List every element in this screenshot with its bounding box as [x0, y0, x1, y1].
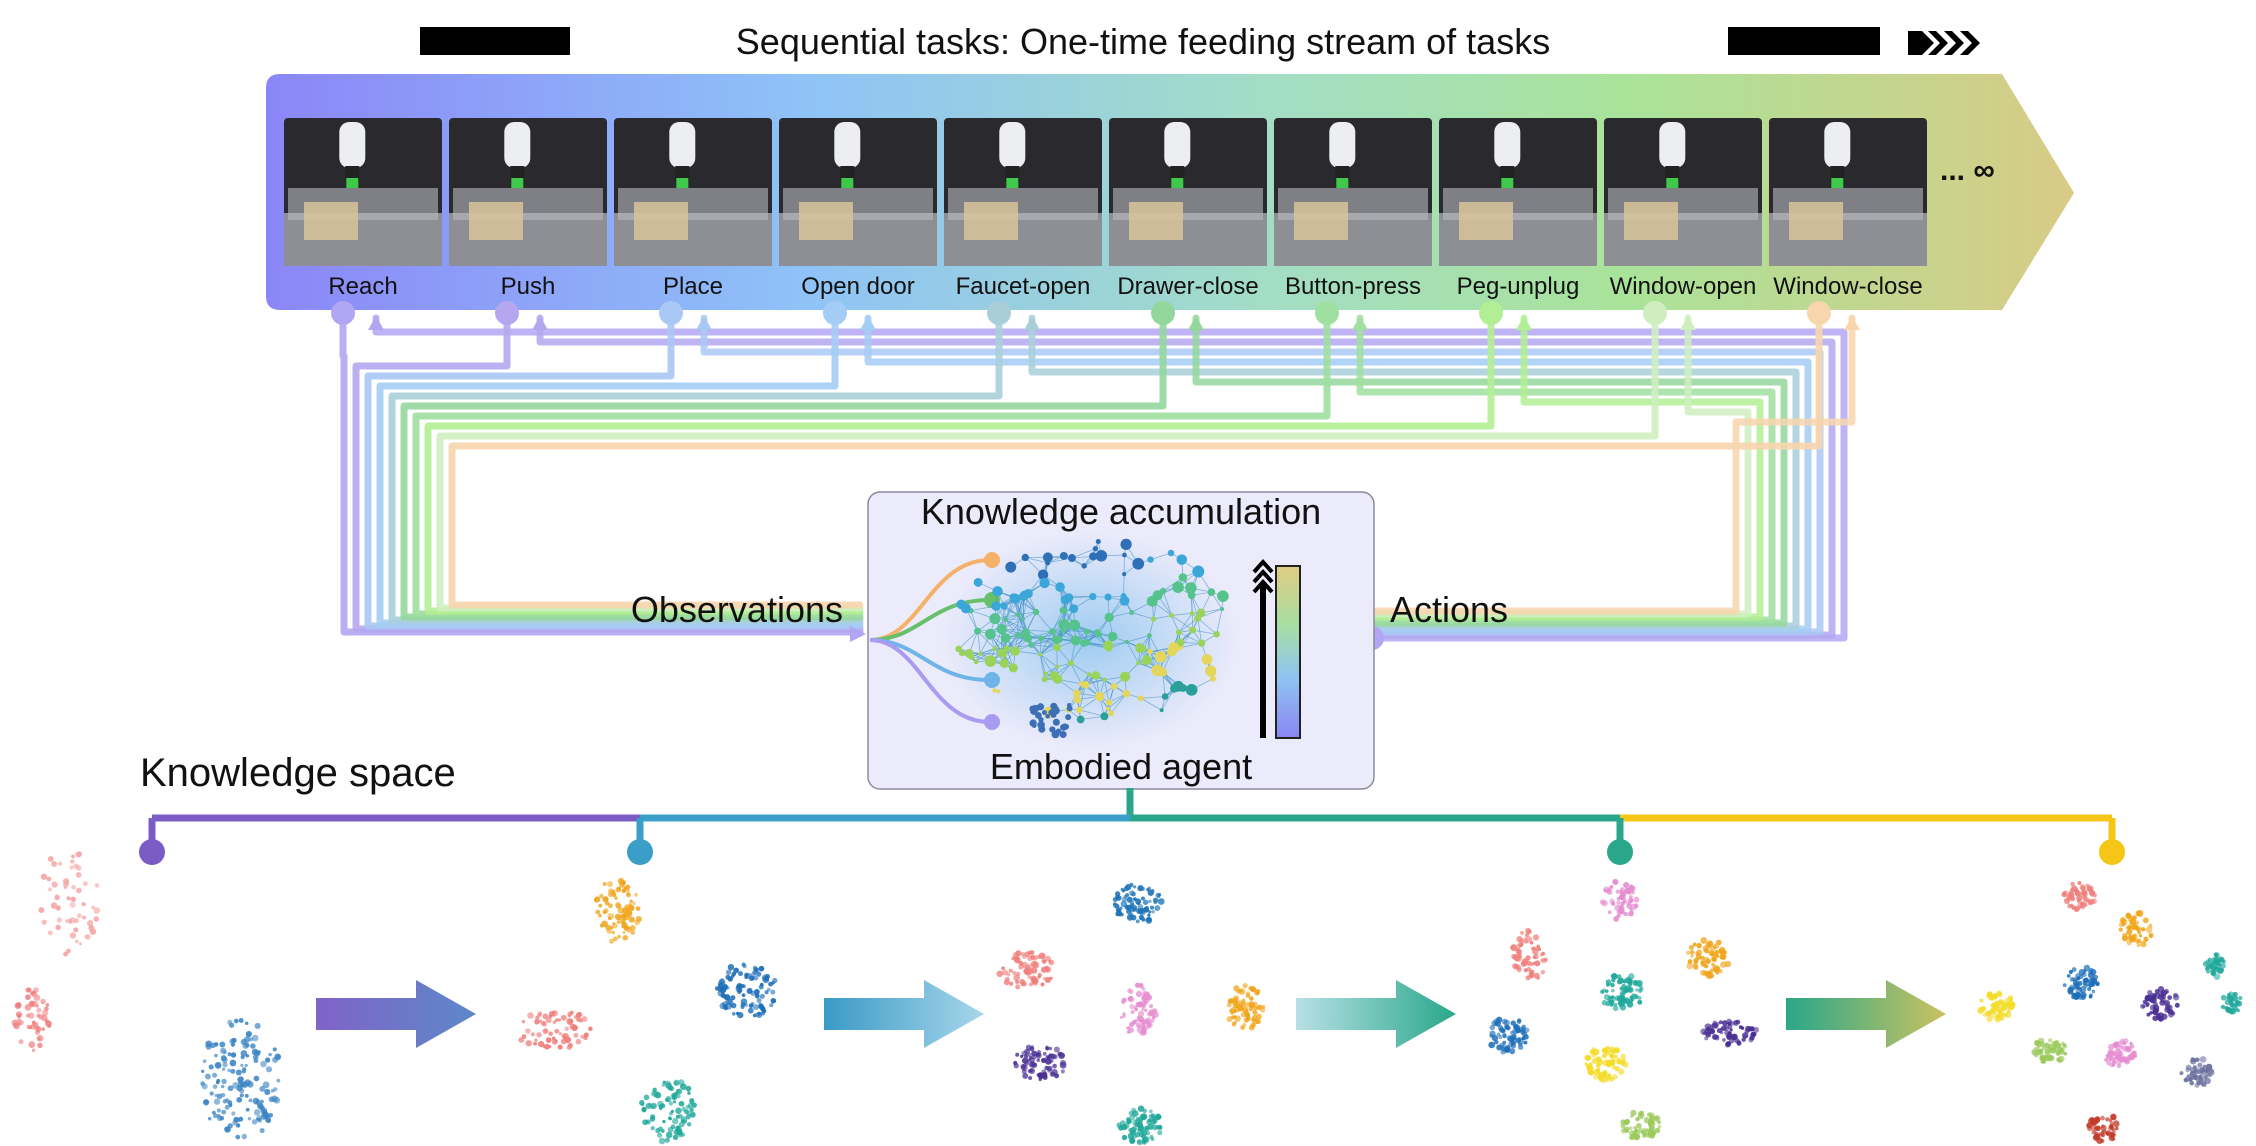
cluster-s3-a — [1112, 882, 1165, 924]
task-input-arrow-9 — [1680, 316, 1696, 330]
sequence-title: Sequential tasks: One-time feeding strea… — [736, 21, 1550, 62]
cluster-s4-g — [1584, 1045, 1629, 1084]
task-frame-6: Drawer-close — [1109, 118, 1267, 300]
cluster-s5-g — [2220, 991, 2243, 1015]
task-input-arrow-10 — [1844, 316, 1860, 330]
stage-arrow-2 — [824, 980, 984, 1048]
cluster-s3-d — [1226, 982, 1266, 1031]
task-output-dot-4 — [823, 301, 847, 325]
task-frame-1: Reach — [284, 118, 442, 300]
cluster-s5-f — [2140, 985, 2180, 1022]
cluster-s2-c — [518, 1010, 593, 1051]
task-frame-9: Window-open — [1604, 118, 1762, 300]
task-output-dot-3 — [659, 301, 683, 325]
task-label-10: Window-close — [1773, 273, 1922, 300]
task-label-6: Drawer-close — [1117, 273, 1258, 300]
task-input-arrow-3 — [696, 316, 712, 330]
stage-node-2 — [627, 839, 653, 865]
task-frame-4: Open door — [779, 118, 937, 300]
task-label-1: Reach — [328, 273, 397, 300]
task-frame-3: Place — [614, 118, 772, 300]
task-frame-10: Window-close — [1769, 118, 1927, 300]
cluster-s5-c — [2202, 952, 2226, 980]
cluster-s1-a — [38, 851, 101, 957]
cluster-s4-a — [1599, 878, 1640, 922]
task-input-arrow-6 — [1188, 316, 1204, 330]
cluster-s5-b — [2118, 909, 2154, 948]
task-label-5: Faucet-open — [956, 273, 1091, 300]
task-output-dot-6 — [1151, 301, 1175, 325]
cluster-s3-b — [996, 950, 1055, 990]
task-input-arrow-1 — [368, 316, 384, 330]
actions-label: Actions — [1390, 589, 1508, 630]
knowledge-space-title: Knowledge space — [140, 751, 456, 795]
task-output-dot-9 — [1643, 301, 1667, 325]
cluster-s4-h — [1620, 1109, 1662, 1141]
task-output-dot-2 — [495, 301, 519, 325]
task-label-8: Peg-unplug — [1457, 273, 1580, 300]
cluster-s5-e — [1977, 990, 2016, 1023]
task-output-dot-7 — [1315, 301, 1339, 325]
task-input-arrow-8 — [1516, 316, 1532, 330]
cluster-s5-h — [2031, 1037, 2068, 1064]
cluster-s5-k — [2086, 1113, 2120, 1145]
stage-node-3 — [1607, 839, 1633, 865]
task-output-dot-1 — [331, 301, 355, 325]
task-frame-5: Faucet-open — [944, 118, 1102, 300]
cluster-s5-i — [2104, 1038, 2138, 1069]
cluster-s5-a — [2061, 881, 2097, 913]
stage-node-1 — [139, 839, 165, 865]
cluster-s3-e — [1013, 1044, 1067, 1082]
cluster-s3-c — [1119, 982, 1159, 1036]
redacted-block-left — [420, 27, 570, 55]
cluster-s2-d — [639, 1079, 697, 1145]
task-input-arrow-5 — [1024, 316, 1040, 330]
cluster-s4-d — [1600, 972, 1644, 1012]
observations-arrow — [850, 626, 866, 642]
cluster-s5-d — [2062, 964, 2100, 1000]
stage-arrow-1 — [316, 980, 476, 1048]
stage-node-4 — [2099, 839, 2125, 865]
task-output-dot-10 — [1807, 301, 1831, 325]
cluster-s1-c — [200, 1017, 282, 1140]
task-label-2: Push — [501, 273, 556, 300]
task-input-arrow-4 — [860, 316, 876, 330]
observation-line-2 — [352, 312, 864, 633]
observations-label: Observations — [631, 589, 843, 630]
stage-arrow-3 — [1296, 980, 1456, 1048]
more-tasks-symbol: ... ∞ — [1940, 154, 1995, 187]
task-label-7: Button-press — [1285, 273, 1421, 300]
cluster-s4-b — [1510, 927, 1548, 981]
task-frame-7: Button-press — [1274, 118, 1432, 300]
cluster-s4-c — [1686, 937, 1732, 980]
accumulation-bar — [1252, 559, 1301, 739]
task-input-arrow-7 — [1352, 316, 1368, 330]
action-line-10 — [1368, 314, 1856, 615]
knowledge-accumulation-label: Knowledge accumulation — [921, 491, 1321, 532]
cluster-s3-f — [1116, 1105, 1163, 1146]
cluster-s1-b — [11, 987, 52, 1053]
task-output-dot-8 — [1479, 301, 1503, 325]
task-label-3: Place — [663, 273, 723, 300]
task-label-4: Open door — [801, 273, 914, 300]
task-label-9: Window-open — [1610, 273, 1757, 300]
redacted-block-right — [1728, 27, 1880, 55]
task-frame-8: Peg-unplug — [1439, 118, 1597, 300]
task-output-dot-5 — [987, 301, 1011, 325]
cluster-s4-f — [1700, 1018, 1760, 1048]
cluster-s2-a — [593, 877, 642, 944]
observation-line-10 — [448, 312, 1823, 609]
task-frame-2: Push — [449, 118, 607, 300]
fast-forward-icon — [1908, 31, 1980, 55]
cluster-s5-j — [2179, 1056, 2215, 1088]
cluster-s4-e — [1488, 1016, 1530, 1055]
brain-network-icon — [869, 530, 1240, 750]
stage-arrow-4 — [1786, 980, 1946, 1048]
task-input-arrow-2 — [532, 316, 548, 330]
embodied-agent-label: Embodied agent — [990, 746, 1252, 787]
cluster-s2-b — [714, 962, 778, 1019]
